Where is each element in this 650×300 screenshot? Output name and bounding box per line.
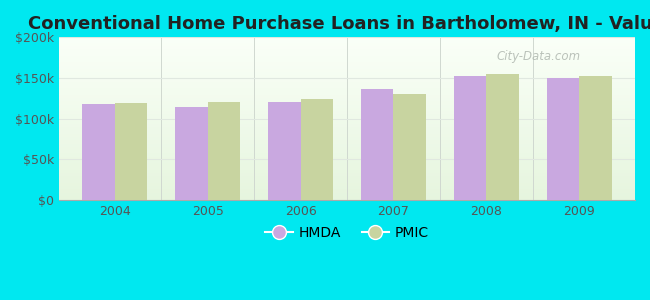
Bar (300, 99, 333, 200)
Bar (59, 174, 635, 177)
Bar (59, 138, 635, 142)
Legend: HMDA, PMIC: HMDA, PMIC (259, 220, 435, 245)
Bar (393, 94, 426, 200)
Bar (59, 67, 635, 70)
Bar (547, 78, 579, 200)
Bar (59, 119, 635, 122)
Bar (59, 96, 635, 99)
Bar (59, 93, 635, 96)
Bar (59, 132, 635, 135)
Bar (59, 109, 635, 112)
Bar (207, 102, 240, 200)
Bar (59, 167, 635, 171)
Bar (59, 128, 635, 132)
Bar (59, 57, 635, 60)
Bar (59, 197, 635, 200)
Bar (59, 148, 635, 151)
Bar (59, 122, 635, 125)
Bar (59, 184, 635, 187)
Bar (59, 135, 635, 138)
Bar (59, 54, 635, 57)
Bar (59, 181, 635, 184)
Bar (82, 104, 115, 200)
Text: City-Data.com: City-Data.com (497, 50, 581, 63)
Bar (59, 50, 635, 54)
Bar (115, 103, 148, 200)
Bar (59, 116, 635, 119)
Bar (59, 154, 635, 158)
Bar (59, 158, 635, 161)
Bar (59, 102, 635, 106)
Bar (59, 47, 635, 50)
Bar (486, 74, 519, 200)
Bar (59, 83, 635, 86)
Bar (59, 142, 635, 145)
Bar (59, 151, 635, 154)
Bar (59, 112, 635, 116)
Bar (59, 76, 635, 80)
Bar (59, 99, 635, 102)
Bar (59, 80, 635, 83)
Bar (59, 164, 635, 167)
Bar (268, 102, 300, 200)
Bar (361, 88, 393, 200)
Bar (59, 187, 635, 190)
Bar (175, 107, 207, 200)
Bar (59, 125, 635, 128)
Bar (59, 106, 635, 109)
Bar (59, 63, 635, 67)
Bar (59, 145, 635, 148)
Bar (454, 76, 486, 200)
Bar (59, 161, 635, 164)
Bar (59, 70, 635, 73)
Bar (59, 194, 635, 197)
Bar (59, 190, 635, 194)
Bar (579, 76, 612, 200)
Bar (59, 89, 635, 93)
Bar (59, 86, 635, 89)
Title: Conventional Home Purchase Loans in Bartholomew, IN - Value: Conventional Home Purchase Loans in Bart… (29, 15, 650, 33)
Bar (59, 37, 635, 41)
Bar (59, 60, 635, 63)
Bar (59, 73, 635, 76)
Bar (59, 177, 635, 181)
Bar (59, 44, 635, 47)
Bar (59, 40, 635, 44)
Bar (59, 171, 635, 174)
